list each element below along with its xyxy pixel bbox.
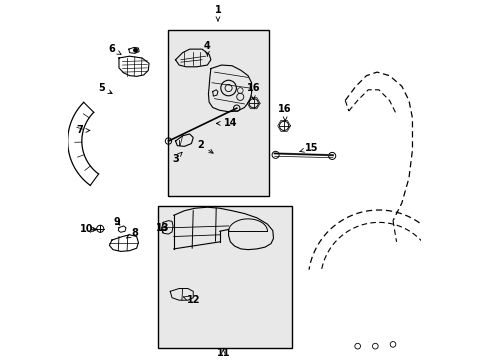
Text: 12: 12 xyxy=(183,295,200,305)
Text: 2: 2 xyxy=(197,140,213,153)
Bar xyxy=(158,207,292,348)
Text: 11: 11 xyxy=(216,348,229,358)
Bar xyxy=(168,30,269,196)
Text: 5: 5 xyxy=(98,83,112,94)
Text: 13: 13 xyxy=(156,223,169,233)
Text: 16: 16 xyxy=(278,104,291,121)
Text: 8: 8 xyxy=(126,228,138,238)
Text: 16: 16 xyxy=(246,83,260,99)
Text: 3: 3 xyxy=(172,152,182,164)
Text: 4: 4 xyxy=(203,41,210,56)
Text: 9: 9 xyxy=(114,217,121,228)
Text: 7: 7 xyxy=(77,125,90,135)
Text: 14: 14 xyxy=(216,118,237,129)
Circle shape xyxy=(133,48,138,52)
Text: 10: 10 xyxy=(80,225,97,234)
Text: 6: 6 xyxy=(108,44,121,54)
Text: 15: 15 xyxy=(299,143,318,153)
Text: 1: 1 xyxy=(214,5,221,21)
